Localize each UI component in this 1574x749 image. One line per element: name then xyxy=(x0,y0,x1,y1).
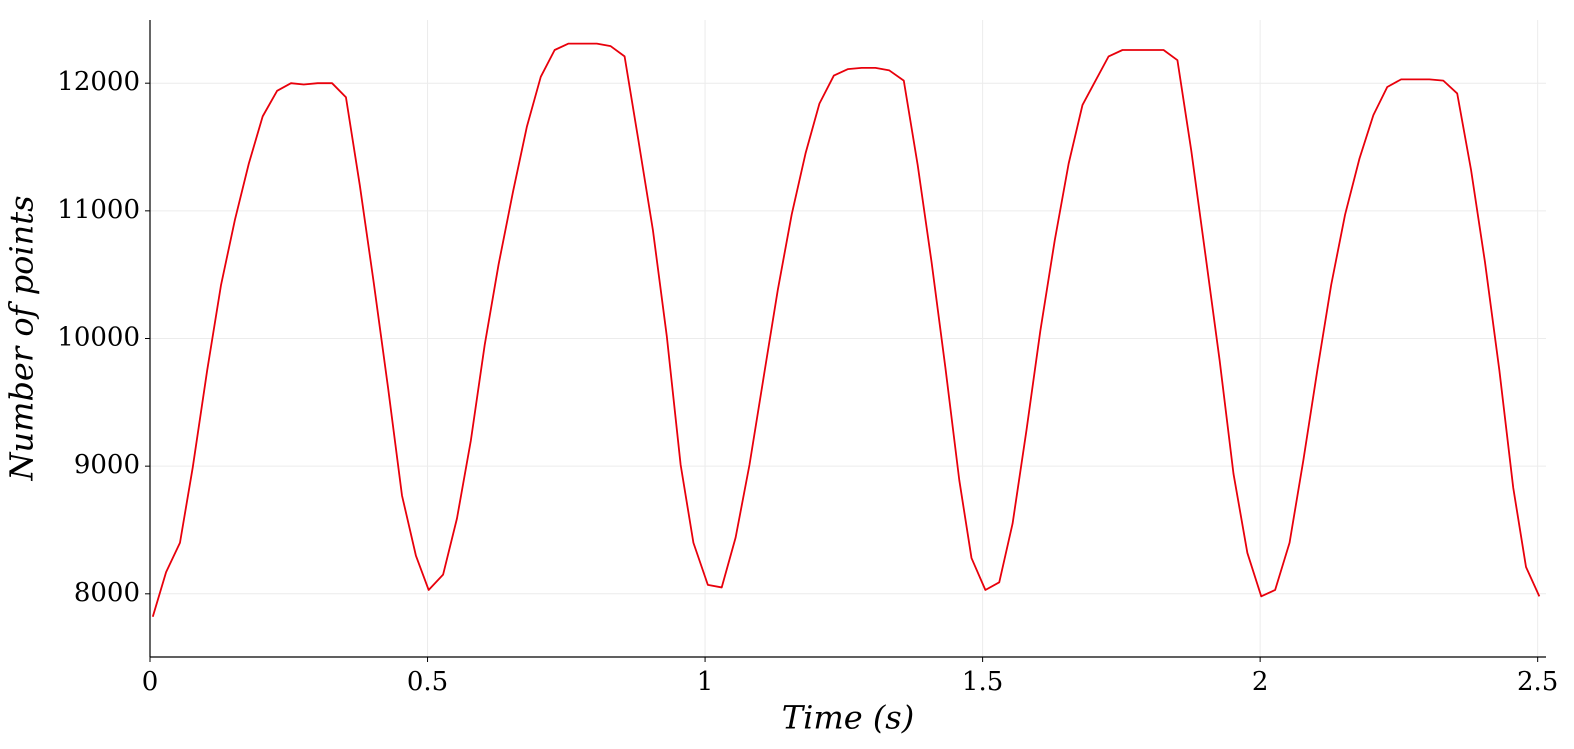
x-tick-label: 2.5 xyxy=(1517,667,1558,697)
y-tick-label: 12000 xyxy=(57,67,140,97)
x-tick-label: 1.5 xyxy=(962,667,1003,697)
y-tick-label: 11000 xyxy=(57,195,140,225)
y-tick-label: 9000 xyxy=(74,450,140,480)
y-tick-label: 10000 xyxy=(57,323,140,353)
x-tick-label: 0.5 xyxy=(407,667,448,697)
line xyxy=(151,42,1541,618)
y-tick-label: 8000 xyxy=(74,578,140,608)
x-axis-title: Time (s) xyxy=(782,699,914,737)
x-tick-label: 0 xyxy=(142,667,159,697)
y-axis-title: Number of points xyxy=(3,196,41,482)
x-tick-label: 1 xyxy=(697,667,714,697)
x-tick-label: 2 xyxy=(1252,667,1269,697)
